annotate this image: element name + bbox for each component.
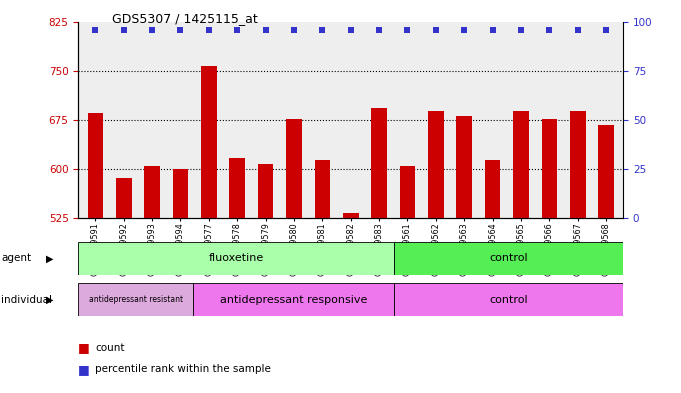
- Text: control: control: [489, 253, 528, 263]
- Bar: [400, 166, 415, 393]
- Bar: [144, 166, 160, 393]
- Text: antidepressant responsive: antidepressant responsive: [220, 295, 367, 305]
- Bar: [394, 242, 623, 275]
- Text: ▶: ▶: [46, 295, 54, 305]
- Text: control: control: [489, 295, 528, 305]
- Bar: [343, 213, 358, 393]
- Bar: [258, 164, 273, 393]
- Bar: [599, 125, 614, 393]
- Text: ▶: ▶: [46, 253, 54, 263]
- Bar: [193, 283, 394, 316]
- Text: ■: ■: [78, 363, 90, 376]
- Bar: [88, 113, 103, 393]
- Bar: [78, 283, 193, 316]
- Bar: [229, 158, 245, 393]
- Text: count: count: [95, 343, 125, 353]
- Text: GDS5307 / 1425115_at: GDS5307 / 1425115_at: [112, 12, 258, 25]
- Bar: [78, 242, 394, 275]
- Bar: [456, 116, 472, 393]
- Text: ■: ■: [78, 341, 90, 354]
- Bar: [570, 111, 586, 393]
- Bar: [513, 111, 528, 393]
- Bar: [394, 283, 623, 316]
- Bar: [315, 160, 330, 393]
- Text: individual: individual: [1, 295, 52, 305]
- Bar: [428, 111, 443, 393]
- Text: antidepressant resistant: antidepressant resistant: [89, 295, 183, 304]
- Bar: [371, 108, 387, 393]
- Bar: [286, 119, 302, 393]
- Text: agent: agent: [1, 253, 31, 263]
- Text: fluoxetine: fluoxetine: [208, 253, 264, 263]
- Text: percentile rank within the sample: percentile rank within the sample: [95, 364, 271, 375]
- Bar: [485, 160, 501, 393]
- Bar: [116, 178, 131, 393]
- Bar: [201, 66, 217, 393]
- Bar: [541, 119, 557, 393]
- Bar: [173, 169, 188, 393]
